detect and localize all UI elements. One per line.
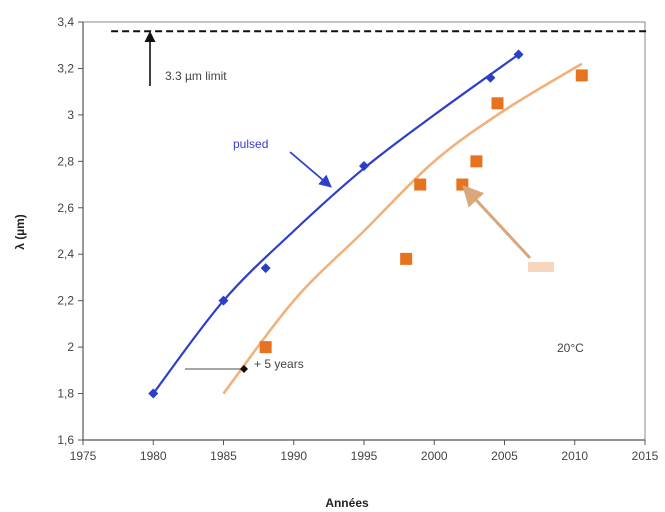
data-point-layer — [148, 49, 588, 399]
y-tick-label: 1,6 — [57, 433, 74, 447]
square-point — [414, 178, 427, 191]
trendline-layer — [152, 53, 583, 395]
x-tick-label: 1985 — [210, 449, 237, 463]
temperature-annotation: 20°C — [557, 341, 584, 355]
x-axis-title: Années — [325, 496, 369, 510]
years-marker-dot — [240, 365, 248, 373]
diamond-point — [260, 263, 271, 274]
years-annotation: + 5 years — [254, 357, 304, 371]
pulsed-arrow — [289, 151, 332, 188]
y-tick-label: 1,8 — [57, 387, 74, 401]
x-tick-label: 2015 — [632, 449, 659, 463]
square-point — [491, 97, 504, 110]
diamond-point — [513, 49, 524, 60]
diamond-point — [218, 295, 229, 306]
diamond-point — [359, 160, 369, 171]
orange-label-patch — [528, 262, 554, 272]
y-tick-label: 3,4 — [57, 15, 74, 29]
x-tick-label: 2000 — [421, 449, 448, 463]
x-tick-label: 1980 — [140, 449, 167, 463]
diamond-point — [148, 388, 159, 399]
y-tick-label: 2 — [67, 340, 74, 354]
y-tick-label: 3 — [67, 108, 74, 122]
tick-label-layer: 1975 1980 1985 1990 1995 2000 2005 2010 2015 1,6 1… — [57, 15, 658, 463]
diamond-point — [485, 72, 496, 83]
orange-pointer-arrow — [462, 184, 532, 260]
y-tick-label: 2,4 — [57, 247, 74, 261]
y-tick-label: 3,2 — [57, 61, 74, 75]
trendline-1 — [152, 53, 520, 395]
x-tick-label: 1995 — [351, 449, 378, 463]
square-point — [575, 69, 588, 82]
square-point — [259, 341, 272, 354]
y-tick-label: 2,2 — [57, 294, 74, 308]
x-tick-label: 2010 — [561, 449, 588, 463]
annotation-arrow-layer — [144, 31, 554, 373]
y-tick-label: 2,6 — [57, 201, 74, 215]
x-tick-label: 1975 — [70, 449, 97, 463]
y-axis-title: λ (µm) — [13, 214, 27, 250]
x-tick-label: 1990 — [280, 449, 307, 463]
y-tick-label: 2,8 — [57, 154, 74, 168]
limit-annotation: 3.3 µm limit — [165, 69, 227, 83]
trendline-2 — [222, 62, 583, 395]
square-point — [400, 252, 413, 265]
square-point — [470, 155, 483, 168]
pulsed-annotation: pulsed — [233, 137, 268, 151]
x-tick-label: 2005 — [491, 449, 518, 463]
